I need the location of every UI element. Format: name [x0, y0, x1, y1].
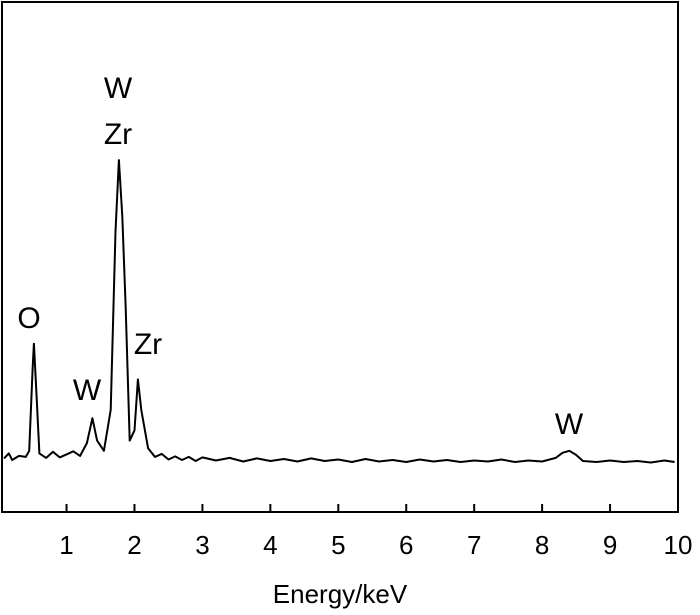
x-tick-label: 7 — [467, 530, 481, 560]
x-tick-label: 8 — [535, 530, 549, 560]
x-tick-label: 1 — [59, 530, 73, 560]
peak-label: W — [555, 408, 584, 441]
peak-label: Zr — [134, 328, 162, 361]
x-tick-label: 4 — [263, 530, 277, 560]
x-tick-label: 2 — [127, 530, 141, 560]
x-tick-label: 5 — [331, 530, 345, 560]
peak-label: O — [17, 302, 40, 335]
peak-label: W — [104, 72, 133, 105]
peak-label: Zr — [104, 118, 132, 151]
x-tick-label: 9 — [603, 530, 617, 560]
x-axis-label: Energy/keV — [273, 579, 408, 609]
x-tick-label: 10 — [664, 530, 693, 560]
peak-label: W — [73, 374, 102, 407]
plot-frame — [1, 1, 679, 513]
x-tick-label: 3 — [195, 530, 209, 560]
spectrum-line — [3, 159, 675, 464]
x-tick-label: 6 — [399, 530, 413, 560]
